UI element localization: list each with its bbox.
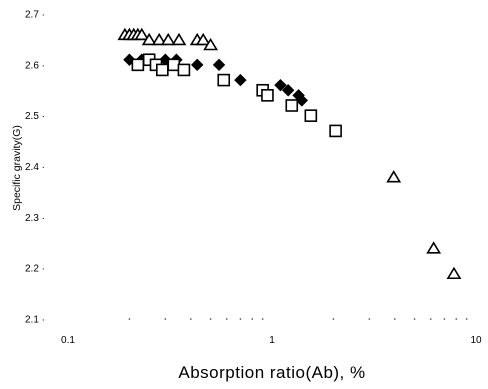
x-minor-tick: [455, 318, 458, 320]
diamond-marker: [295, 94, 309, 107]
x-axis-minor-ticks: [128, 318, 468, 320]
square-marker: [156, 63, 169, 77]
diamond-marker: [212, 58, 226, 72]
triangle-marker: [446, 266, 462, 280]
triangle-marker: [151, 32, 167, 46]
x-minor-tick: [128, 318, 131, 320]
data-points: [117, 27, 462, 280]
square-marker: [304, 109, 318, 122]
triangle-marker: [426, 241, 442, 254]
y-tick-label: 2.4 ·: [25, 162, 45, 173]
triangle-marker: [171, 32, 187, 46]
x-minor-tick: [261, 318, 264, 320]
x-minor-tick: [190, 318, 192, 320]
y-axis-label: Specific gravity(G): [11, 125, 23, 211]
x-minor-tick: [251, 318, 254, 320]
x-tick-label: 0.1: [61, 335, 75, 346]
triangle-marker: [141, 32, 157, 46]
square-marker: [177, 63, 191, 77]
square-marker: [261, 89, 274, 102]
diamond-marker: [234, 73, 247, 87]
x-minor-tick: [332, 318, 335, 320]
diamond-marker: [191, 58, 204, 72]
y-axis-tick-labels: 2.1 · 2.2 · 2.3 · 2.4 · 2.5 · 2.6 · 2.7 ·: [25, 10, 45, 326]
y-tick-label: 2.1 ·: [25, 315, 45, 326]
x-minor-tick: [164, 318, 167, 320]
x-minor-tick: [368, 318, 371, 320]
x-tick-label: 1: [269, 335, 275, 346]
triangle-marker: [203, 37, 219, 51]
y-tick-label: 2.6 ·: [25, 60, 45, 71]
square-marker: [217, 73, 231, 87]
x-axis-tick-labels: 0.1 1 10: [61, 335, 482, 346]
x-minor-tick: [443, 318, 446, 320]
diamond-marker: [274, 78, 287, 92]
square-marker: [131, 58, 145, 72]
triangle-marker: [195, 32, 211, 46]
square-marker: [285, 99, 299, 112]
x-minor-tick: [394, 318, 396, 320]
x-tick-label: 10: [470, 335, 482, 346]
x-minor-tick: [465, 318, 468, 320]
y-tick-label: 2.7 ·: [25, 10, 45, 21]
triangle-marker: [386, 170, 402, 183]
square-marker: [329, 124, 342, 138]
triangle-marker: [134, 27, 150, 41]
y-tick-label: 2.3 ·: [25, 213, 45, 224]
x-axis-label: Absorption ratio(Ab), %: [178, 363, 365, 382]
x-minor-tick: [239, 318, 242, 320]
x-minor-tick: [429, 318, 432, 320]
y-tick-label: 2.5 ·: [25, 111, 45, 122]
x-minor-tick: [413, 318, 416, 320]
y-tick-label: 2.2 ·: [25, 264, 45, 275]
diamond-marker: [281, 84, 295, 97]
x-minor-tick: [209, 318, 212, 320]
triangle-marker: [160, 32, 176, 46]
x-minor-tick: [225, 318, 228, 320]
